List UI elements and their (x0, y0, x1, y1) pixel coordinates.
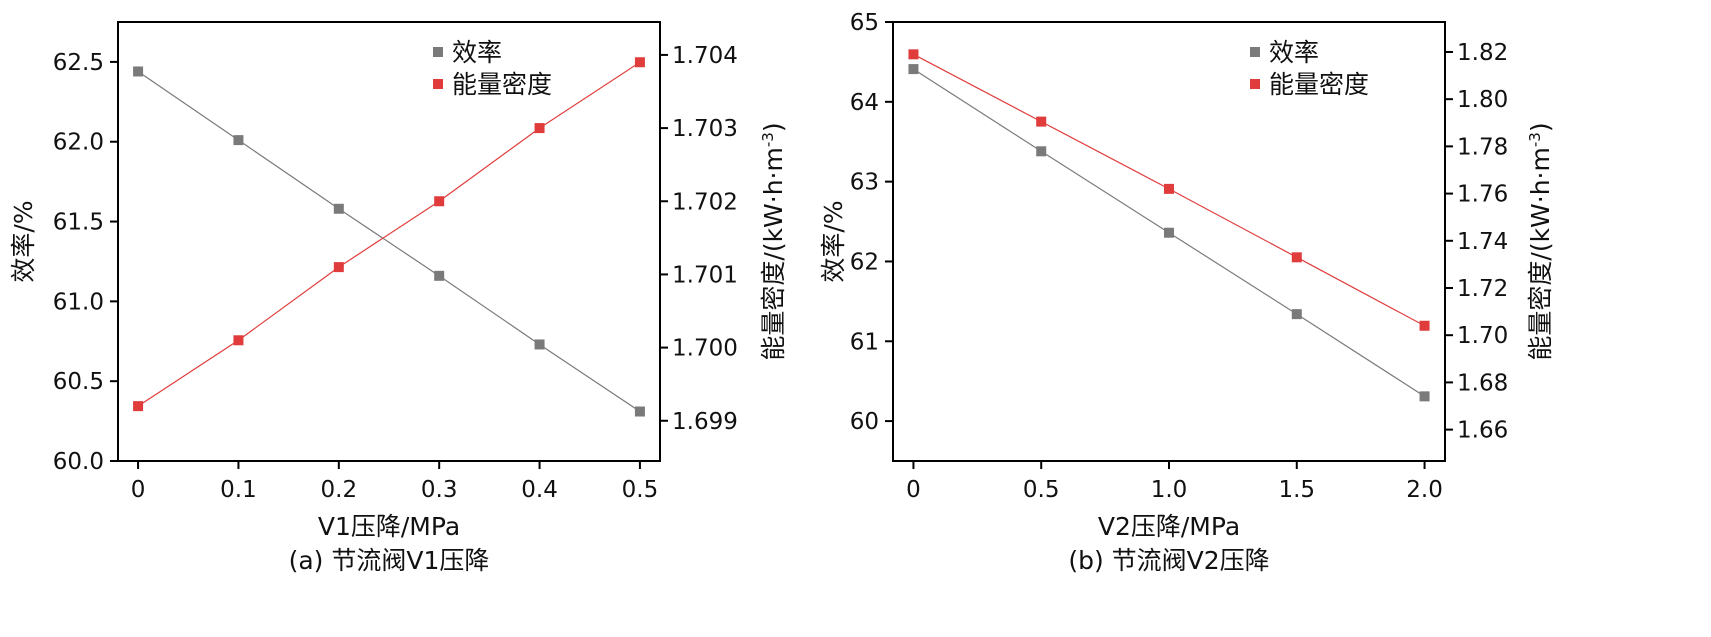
y-right-axis-label-sup: -3 (1526, 132, 1544, 147)
efficiency-point (133, 66, 144, 77)
energy-density-point (1291, 252, 1302, 263)
x-tick-label: 0.3 (421, 477, 458, 503)
y-right-axis-label-sup: -3 (759, 132, 777, 147)
y-right-tick-label: 1.74 (1457, 229, 1508, 255)
y-left-tick-label: 60.0 (53, 449, 104, 475)
y-right-tick-label: 1.78 (1457, 134, 1508, 160)
energy-density-point (1036, 116, 1047, 127)
efficiency-point (333, 203, 344, 214)
energy-density-point (233, 335, 244, 346)
efficiency-point (534, 339, 545, 350)
x-tick-label: 0 (906, 477, 921, 503)
efficiency-point (634, 406, 645, 417)
efficiency-point (434, 270, 445, 281)
y-right-tick-label: 1.699 (672, 409, 738, 435)
y-right-tick-label: 1.70 (1457, 323, 1508, 349)
legend-marker (433, 79, 443, 89)
y-left-tick-label: 61.0 (53, 289, 104, 315)
legend-marker (1250, 47, 1260, 57)
y-right-axis-label-close: ) (759, 122, 788, 132)
energy-density-point (333, 262, 344, 273)
y-right-axis-label-close: ) (1526, 122, 1555, 132)
legend-label: 能量密度 (452, 70, 552, 99)
x-tick-label: 1.0 (1151, 477, 1188, 503)
y-left-tick-label: 60 (850, 409, 879, 435)
panel-caption: (b) 节流阀V2压降 (1068, 546, 1269, 575)
y-right-axis-label-main: 能量密度/(kW·h·m (1526, 147, 1555, 360)
x-tick-label: 0.2 (321, 477, 358, 503)
series-line-efficiency (137, 70, 641, 413)
y-left-axis-label: 效率/% (9, 200, 38, 282)
x-axis-label: V2压降/MPa (1098, 512, 1240, 541)
y-left-tick-label: 61.5 (53, 210, 104, 236)
energy-density-point (1419, 320, 1430, 331)
energy-density-point (908, 49, 919, 60)
energy-density-point (534, 123, 545, 134)
x-tick-label: 2.0 (1406, 477, 1443, 503)
y-left-tick-label: 61 (850, 329, 879, 355)
x-tick-label: 0.4 (521, 477, 558, 503)
energy-density-point (133, 401, 144, 412)
x-tick-label: 1.5 (1278, 477, 1315, 503)
y-left-tick-label: 62 (850, 249, 879, 275)
y-right-tick-label: 1.72 (1457, 276, 1508, 302)
panel-caption: (a) 节流阀V1压降 (289, 546, 490, 575)
y-right-tick-label: 1.68 (1457, 370, 1508, 396)
energy-density-point (634, 57, 645, 68)
y-right-axis-label: 能量密度/(kW·h·m-3) (759, 122, 788, 360)
legend-label: 效率 (452, 38, 502, 67)
energy-density-point (1164, 183, 1174, 194)
efficiency-point (908, 64, 919, 75)
chart-panel-b: 0 0.5 1.0 1.5 2.0 60 61 62 63 64 65 1.66 1.68 1.70 1.7… (819, 10, 1555, 575)
chart-panel-a: 0 0.1 0.2 0.3 0.4 0.5 60.0 60.5 61.0 61.5 62.0 62.5… (9, 21, 788, 575)
y-left-tick-label: 63 (850, 170, 879, 196)
y-right-tick-label: 1.700 (672, 336, 738, 362)
y-left-tick-label: 64 (850, 90, 879, 116)
efficiency-point (233, 135, 244, 146)
efficiency-point (1419, 391, 1430, 402)
efficiency-point (1164, 227, 1174, 238)
legend-marker (1250, 79, 1260, 89)
y-left-tick-label: 60.5 (53, 369, 104, 395)
plot-frame (117, 21, 661, 462)
x-tick-label: 0.5 (622, 477, 659, 503)
y-right-tick-label: 1.76 (1457, 182, 1508, 208)
y-right-tick-label: 1.702 (672, 189, 738, 215)
energy-density-point (434, 196, 445, 207)
legend-label: 能量密度 (1269, 70, 1369, 99)
efficiency-point (1036, 146, 1047, 157)
y-right-axis-label: 能量密度/(kW·h·m-3) (1526, 122, 1555, 360)
x-axis-label: V1压降/MPa (318, 512, 460, 541)
y-right-tick-label: 1.82 (1457, 40, 1508, 66)
legend-label: 效率 (1269, 38, 1319, 67)
y-right-tick-label: 1.66 (1457, 418, 1508, 444)
x-tick-label: 0.1 (220, 477, 257, 503)
y-right-tick-label: 1.703 (672, 116, 738, 142)
legend-marker (433, 47, 443, 57)
y-right-tick-label: 1.80 (1457, 87, 1508, 113)
x-tick-label: 0 (131, 477, 146, 503)
x-tick-label: 0.5 (1023, 477, 1060, 503)
series-line-energy-density (137, 61, 641, 407)
y-right-tick-label: 1.704 (672, 43, 738, 69)
y-right-tick-label: 1.701 (672, 262, 738, 288)
y-left-tick-label: 62.0 (53, 130, 104, 156)
y-left-tick-label: 62.5 (53, 50, 104, 76)
y-left-axis-label: 效率/% (819, 200, 848, 282)
y-left-tick-label: 65 (850, 10, 879, 36)
y-right-axis-label-main: 能量密度/(kW·h·m (759, 147, 788, 360)
efficiency-point (1291, 309, 1302, 320)
